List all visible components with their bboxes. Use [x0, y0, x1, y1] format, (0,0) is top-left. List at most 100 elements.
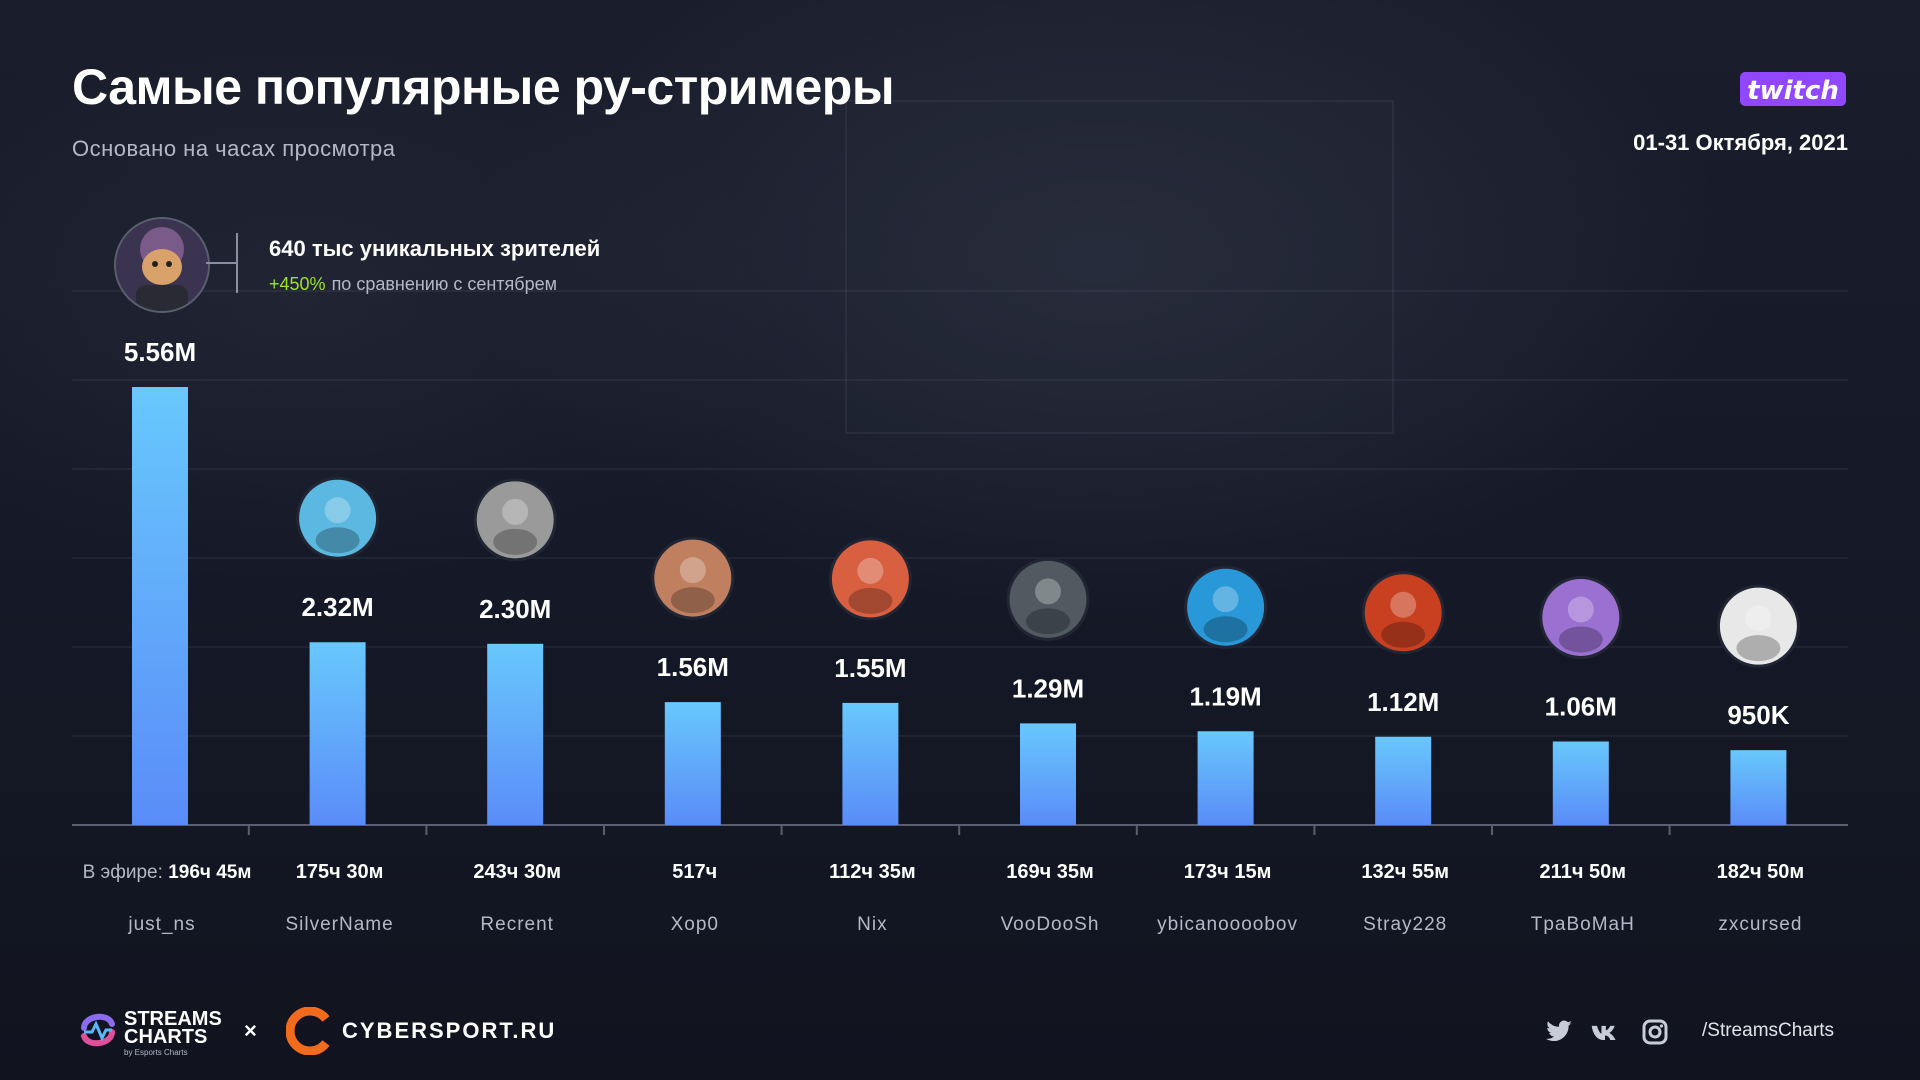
- bar: [1730, 750, 1787, 825]
- avatar-body: [1381, 621, 1426, 648]
- instagram-icon[interactable]: [1640, 1018, 1670, 1046]
- air-time-label: В эфире: 196ч 45м: [83, 862, 252, 883]
- change-percent: +450%: [269, 274, 326, 294]
- bar-value-label: 1.55M: [834, 653, 906, 683]
- bar: [1375, 736, 1432, 825]
- streamer-avatar-icon: [1716, 584, 1800, 668]
- x-tick-label: Xop0: [671, 914, 719, 935]
- avatar-circle: [1716, 584, 1800, 668]
- avatar-head: [1390, 591, 1417, 618]
- streams-charts-wordmark: STREAMS CHARTS: [124, 1008, 222, 1048]
- social-handle[interactable]: /StreamsCharts: [1702, 1020, 1834, 1041]
- bar: [664, 702, 721, 825]
- avatar-body: [1558, 626, 1603, 653]
- bar: [842, 702, 899, 825]
- streamer-avatar-icon: [828, 537, 912, 621]
- avatar-body: [315, 527, 360, 554]
- bar: [132, 387, 188, 825]
- bar: [309, 642, 366, 825]
- bar-value-label: 1.19M: [1189, 681, 1261, 711]
- avatar-circle: [651, 536, 735, 620]
- x-tick-label: VooDooSh: [1001, 914, 1100, 935]
- avatar-body: [670, 587, 715, 614]
- bar-value-label: 950K: [1727, 700, 1789, 730]
- x-tick-label: ybicanoooobov: [1157, 914, 1298, 935]
- avatar-body: [1203, 616, 1248, 643]
- streamer-avatar-icon: [473, 478, 557, 562]
- bar-value-label: 1.06M: [1545, 691, 1617, 721]
- vk-icon[interactable]: [1590, 1018, 1620, 1046]
- bar-value-label: 1.12M: [1367, 687, 1439, 717]
- avatar-head: [857, 557, 884, 584]
- page-subtitle: Основано на часах просмотра: [72, 136, 396, 161]
- streams-charts-logo-icon: [81, 1013, 115, 1047]
- twitch-logo-icon: twitch: [1740, 72, 1846, 106]
- avatar-circle: [1361, 571, 1445, 655]
- sc-byline: by Esports Charts: [124, 1048, 188, 1057]
- air-time-label: 169ч 35м: [1006, 861, 1094, 883]
- avatar-body: [1026, 608, 1070, 635]
- air-time-label: 173ч 15м: [1184, 861, 1272, 883]
- air-time-label: 211ч 50м: [1540, 861, 1626, 883]
- unique-viewers-text: 640 тыс уникальных зрителей: [269, 236, 601, 261]
- top-streamer-avatar: [114, 217, 210, 313]
- cybersport-logo-icon: [286, 1007, 330, 1055]
- streams-charts-logo: STREAMS CHARTS by Esports Charts: [78, 1008, 222, 1057]
- air-time-label: 517ч: [672, 861, 717, 883]
- bar-value-label: 1.56M: [657, 652, 729, 682]
- avatar-head: [324, 497, 351, 524]
- cybersport-wordmark: CYBERSPORT.RU: [342, 1018, 557, 1043]
- twitch-logo-text: twitch: [1747, 76, 1839, 106]
- streamer-avatar-icon: [116, 219, 208, 311]
- avatar-head: [1035, 578, 1061, 605]
- avatar-head: [1567, 596, 1594, 623]
- avatar-head: [502, 498, 529, 525]
- avatar-circle: [473, 478, 557, 562]
- times-sign: ×: [244, 1018, 257, 1043]
- x-tick-label: TpaBoMaH: [1531, 914, 1635, 935]
- callout-line-vertical: [236, 233, 238, 293]
- bar-value-label: 1.29M: [1012, 673, 1084, 703]
- x-tick-label: just_ns: [127, 914, 195, 935]
- avatar-circle: [296, 476, 380, 560]
- change-description: по сравнению с сентябрем: [331, 274, 558, 294]
- x-tick-label: SilverName: [285, 914, 393, 935]
- avatar-body: [848, 587, 893, 614]
- avatar-circle: [1006, 557, 1090, 641]
- air-time-label: 175ч 30м: [296, 861, 384, 883]
- x-tick-label: Stray228: [1363, 914, 1447, 935]
- bar-value-label: 2.32M: [301, 592, 373, 622]
- bar: [1552, 741, 1609, 825]
- avatar-body: [493, 528, 538, 555]
- sc-line1: STREAMS: [124, 1008, 222, 1030]
- streamer-avatar-icon: [651, 536, 735, 620]
- streamer-avatar-icon: [1361, 571, 1445, 655]
- twitter-icon[interactable]: [1544, 1018, 1574, 1046]
- bar: [487, 643, 544, 825]
- avatar-head: [1745, 605, 1772, 632]
- x-tick-label: Recrent: [480, 914, 554, 935]
- air-time-value: 196ч 45м: [168, 862, 251, 883]
- streamer-avatar-icon: [1539, 575, 1623, 659]
- streamer-avatar-icon: [1184, 565, 1268, 649]
- air-time-label: 132ч 55м: [1361, 861, 1449, 883]
- unique-viewers-change: +450% по сравнению с сентябрем: [269, 274, 557, 295]
- air-time-prefix: В эфире:: [83, 862, 169, 883]
- avatar-body: [1736, 635, 1781, 662]
- air-time-label: 112ч 35м: [829, 861, 915, 883]
- bar: [1020, 723, 1076, 825]
- sc-line2: CHARTS: [124, 1026, 208, 1048]
- callout-line-horizontal: [206, 262, 237, 264]
- avatar-head: [1212, 586, 1239, 613]
- air-time-label: 182ч 50м: [1717, 861, 1805, 883]
- air-time-label: 243ч 30м: [473, 861, 561, 883]
- bar-value-label: 5.56M: [124, 337, 196, 367]
- avatar-circle: [1539, 575, 1623, 659]
- streamer-avatar-icon: [1006, 557, 1090, 641]
- x-tick-label: Nix: [857, 914, 887, 935]
- avatar-circle: [1184, 565, 1268, 649]
- page-title: Самые популярные ру-стримеры: [72, 59, 895, 115]
- bar: [1197, 731, 1254, 825]
- streamer-avatar-icon: [296, 476, 380, 560]
